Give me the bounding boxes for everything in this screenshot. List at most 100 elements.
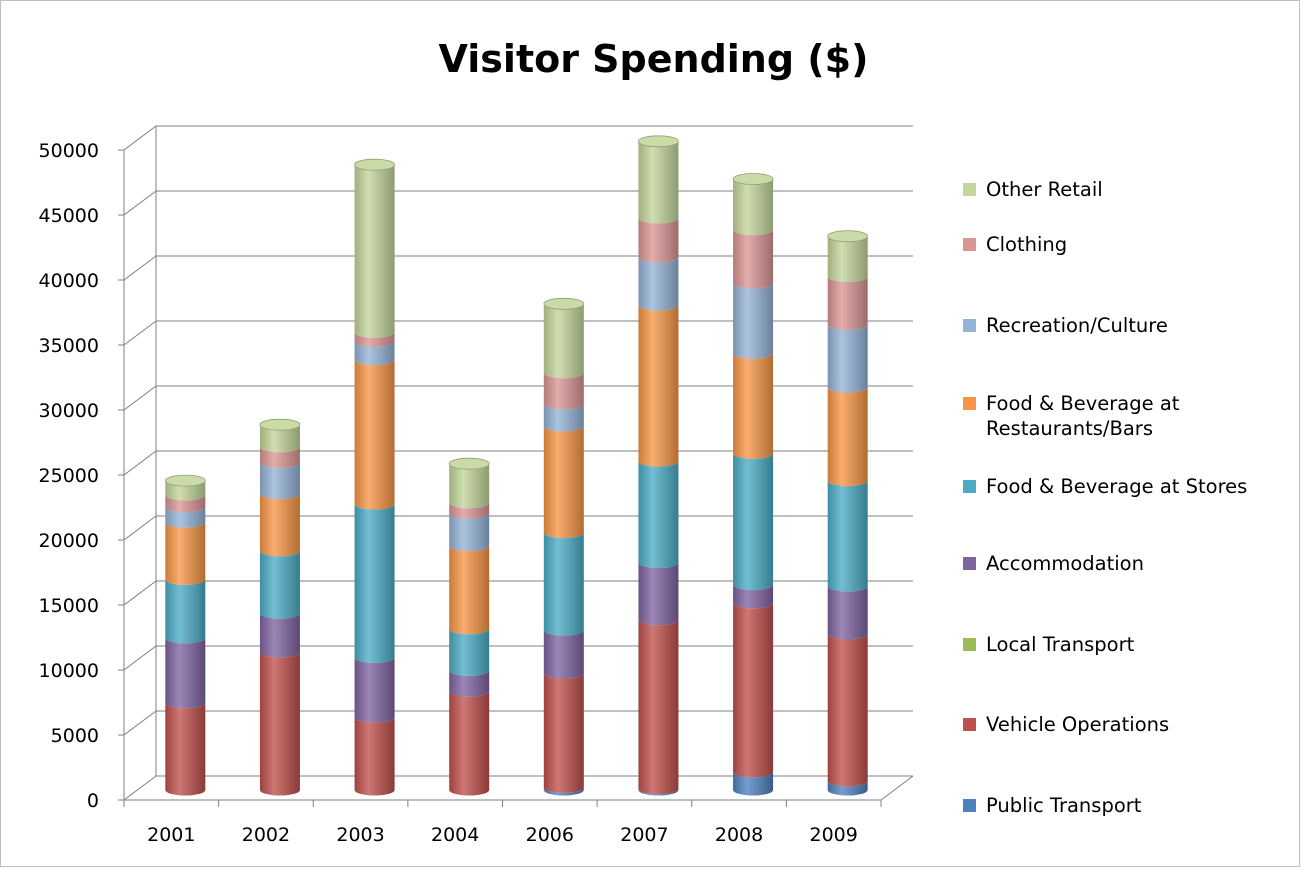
bar-segment-recreation-culture bbox=[543, 403, 584, 432]
bar-top-cap bbox=[259, 418, 301, 431]
bar-segment-accommodation bbox=[543, 630, 584, 679]
plot-area: 0 5000 10000 15000 20000 25000 30000 35000 40000… bbox=[39, 125, 914, 846]
bar-top-cap bbox=[638, 135, 679, 148]
legend-swatch bbox=[963, 718, 976, 731]
bar-top-cap bbox=[354, 158, 395, 171]
legend-label: Food & Beverage at Stores bbox=[986, 475, 1248, 498]
gridline-depth bbox=[123, 710, 157, 736]
gridline-depth bbox=[123, 645, 157, 671]
legend-swatch bbox=[963, 799, 976, 812]
gridline-depth bbox=[123, 255, 157, 281]
bar-segment-accommodation bbox=[354, 657, 395, 723]
bar-segment-food-beverage-at-restaurants-bars bbox=[543, 426, 584, 539]
bar-segment-food-beverage-at-restaurants-bars bbox=[827, 387, 868, 487]
bar-segment-vehicle-operations bbox=[733, 602, 774, 778]
bar-top-cap bbox=[448, 457, 490, 470]
bar-segment-vehicle-operations bbox=[165, 702, 206, 796]
bar-segment-food-beverage-at-restaurants-bars bbox=[733, 353, 774, 459]
bar-top-cap bbox=[732, 173, 774, 185]
bar-segment-public-transport bbox=[638, 788, 679, 796]
bar-segment-clothing bbox=[733, 229, 774, 289]
legend-item: Food & Beverage at Restaurants/Bars bbox=[963, 391, 1179, 441]
bar-segment-other-retail bbox=[827, 236, 868, 282]
bar-segment-vehicle-operations bbox=[449, 691, 490, 796]
bar-segment-accommodation bbox=[638, 562, 679, 626]
y-tick-label: 50000 bbox=[39, 140, 99, 162]
y-tick-label: 10000 bbox=[39, 660, 99, 682]
legend-label: Local Transport bbox=[986, 633, 1135, 656]
gridline-depth bbox=[123, 190, 157, 216]
legend-label: Public Transport bbox=[986, 794, 1142, 817]
y-tick-label: 30000 bbox=[39, 400, 99, 422]
bar-segment-food-beverage-at-restaurants-bars bbox=[259, 493, 300, 557]
bar-segment-food-beverage-at-stores bbox=[827, 480, 868, 592]
legend-item: Clothing bbox=[963, 232, 1067, 257]
legend-label: Vehicle Operations bbox=[986, 713, 1170, 736]
bar-segment-public-transport bbox=[733, 771, 774, 796]
x-tick-label: 2002 bbox=[242, 824, 290, 846]
x-tick-label: 2008 bbox=[715, 824, 763, 846]
bar-segment-recreation-culture bbox=[449, 513, 490, 552]
bar-segment-other-retail bbox=[733, 179, 774, 236]
bar-segment-public-transport bbox=[543, 787, 584, 796]
bar-segment-recreation-culture bbox=[827, 324, 868, 393]
bar-segment-food-beverage-at-stores bbox=[733, 453, 774, 591]
bar-top-cap bbox=[543, 297, 585, 310]
bar-segment-clothing bbox=[827, 276, 868, 331]
bar-segment-clothing bbox=[259, 446, 300, 468]
y-tick-label: 25000 bbox=[39, 465, 99, 487]
legend-swatch bbox=[963, 638, 976, 651]
legend-item: Public Transport bbox=[963, 793, 1141, 818]
legend-label: Other Retail bbox=[986, 178, 1103, 201]
bar-segment-accommodation bbox=[165, 637, 206, 709]
bar-top-cap bbox=[164, 474, 206, 487]
x-tick-label: 2003 bbox=[336, 824, 384, 846]
bar-segment-food-beverage-at-stores bbox=[543, 532, 584, 636]
bar-segment-other-retail bbox=[638, 141, 679, 224]
legend-label: Accommodation bbox=[986, 552, 1144, 575]
legend-label: Clothing bbox=[986, 233, 1068, 256]
floor-edge bbox=[880, 775, 914, 801]
legend-label: Food & Beverage at Restaurants/Bars bbox=[986, 392, 1180, 440]
bar-segment-food-beverage-at-stores bbox=[259, 550, 300, 619]
bar-segment-other-retail bbox=[354, 164, 395, 338]
x-tick-label: 2006 bbox=[526, 824, 574, 846]
y-tick-label: 0 bbox=[87, 790, 99, 812]
legend-item: Vehicle Operations bbox=[963, 712, 1169, 737]
bar-segment-other-retail bbox=[259, 424, 300, 453]
legend-swatch bbox=[963, 480, 976, 493]
y-tick-label: 20000 bbox=[39, 530, 99, 552]
bar-segment-recreation-culture bbox=[354, 341, 395, 366]
bar-segment-accommodation bbox=[449, 670, 490, 697]
bar-segment-recreation-culture bbox=[165, 506, 206, 528]
bar-segment-accommodation bbox=[827, 585, 868, 640]
legend: Other Retail Clothing Recreation/Culture Fo… bbox=[963, 1, 1302, 870]
gridline-depth bbox=[123, 450, 157, 476]
bar-segment-food-beverage-at-stores bbox=[638, 461, 679, 568]
legend-item: Recreation/Culture bbox=[963, 313, 1168, 338]
bar-segment-vehicle-operations bbox=[259, 652, 300, 796]
bar-segment-vehicle-operations bbox=[354, 717, 395, 796]
legend-item: Local Transport bbox=[963, 632, 1134, 657]
legend-item: Food & Beverage at Stores bbox=[963, 474, 1247, 499]
legend-swatch bbox=[963, 238, 976, 251]
bar-segment-other-retail bbox=[543, 303, 584, 379]
y-tick-label: 15000 bbox=[39, 595, 99, 617]
legend-label: Recreation/Culture bbox=[986, 314, 1168, 337]
bar-segment-vehicle-operations bbox=[543, 673, 584, 793]
gridline-depth bbox=[123, 775, 157, 801]
gridline-depth bbox=[123, 125, 157, 151]
gridline-depth bbox=[123, 385, 157, 411]
bar-segment-public-transport bbox=[827, 780, 868, 796]
bar-segment-clothing bbox=[449, 502, 490, 519]
y-tick-label: 5000 bbox=[51, 725, 99, 747]
bar-segment-food-beverage-at-restaurants-bars bbox=[354, 359, 395, 510]
bar-segment-food-beverage-at-stores bbox=[449, 628, 490, 676]
x-tick-label: 2009 bbox=[810, 824, 858, 846]
bar-segment-food-beverage-at-stores bbox=[354, 504, 395, 663]
bar-segment-vehicle-operations bbox=[638, 619, 679, 795]
legend-item: Accommodation bbox=[963, 551, 1144, 576]
x-tick-label: 2001 bbox=[147, 824, 195, 846]
bar-segment-food-beverage-at-restaurants-bars bbox=[165, 522, 206, 585]
